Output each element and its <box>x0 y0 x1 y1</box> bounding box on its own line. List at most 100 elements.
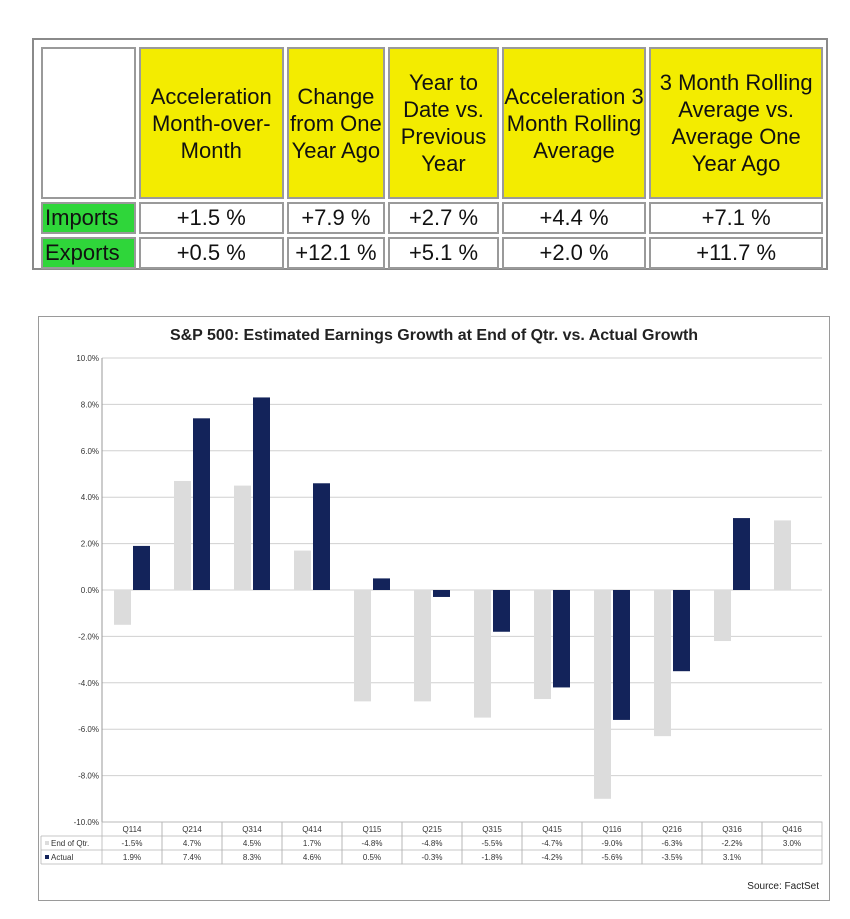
trade-table-panel: Acceleration Month-over-Month Change fro… <box>32 38 828 270</box>
y-tick-label: -2.0% <box>78 632 99 641</box>
header-corner-cell <box>41 47 136 199</box>
bar-end-of-qtr <box>714 590 731 642</box>
data-label: 1.9% <box>123 853 141 862</box>
x-tick-label: Q415 <box>542 825 562 834</box>
y-tick-label: 4.0% <box>81 493 99 502</box>
data-label: -3.5% <box>662 853 683 862</box>
table-cell: +4.4 % <box>501 202 647 234</box>
y-tick-label: 10.0% <box>76 354 99 363</box>
legend-label: End of Qtr. <box>51 839 89 848</box>
earnings-chart-panel: 10.0% 8.0% 6.0% 4.0% 2.0% 0.0% -2.0% -4.0% -6.0%… <box>38 316 830 901</box>
bar-actual <box>493 590 510 632</box>
header-accel-mom: Acceleration Month-over-Month <box>138 47 284 199</box>
x-tick-label: Q214 <box>182 825 202 834</box>
table-cell: +0.5 % <box>138 237 284 269</box>
bar-actual <box>613 590 630 720</box>
y-tick-label: -8.0% <box>78 772 99 781</box>
x-tick-label: Q314 <box>242 825 262 834</box>
row-label-imports: Imports <box>41 202 136 234</box>
data-label: -1.5% <box>122 839 143 848</box>
bar-actual <box>553 590 570 688</box>
data-label: 4.5% <box>243 839 261 848</box>
bar-end-of-qtr <box>594 590 611 799</box>
bar-end-of-qtr <box>354 590 371 702</box>
data-label: -0.3% <box>422 853 443 862</box>
data-label: -5.5% <box>482 839 503 848</box>
y-tick-label: 0.0% <box>81 586 99 595</box>
x-tick-label: Q114 <box>123 825 143 834</box>
y-tick-label: -6.0% <box>78 725 99 734</box>
y-tick-label: 8.0% <box>81 400 99 409</box>
x-tick-label: Q315 <box>482 825 502 834</box>
data-label: -2.2% <box>722 839 743 848</box>
data-label: 7.4% <box>183 853 201 862</box>
x-tick-label: Q414 <box>302 825 322 834</box>
table-row-imports: Imports +1.5 % +7.9 % +2.7 % +4.4 % +7.1… <box>41 202 823 234</box>
x-tick-label: Q316 <box>722 825 742 834</box>
y-tick-label: 6.0% <box>81 447 99 456</box>
bar-actual <box>433 590 450 597</box>
header-change-year: Change from One Year Ago <box>286 47 386 199</box>
data-label: 8.3% <box>243 853 261 862</box>
earnings-chart: 10.0% 8.0% 6.0% 4.0% 2.0% 0.0% -2.0% -4.0% -6.0%… <box>40 354 823 865</box>
bar-actual <box>133 545 150 590</box>
data-label: -4.8% <box>362 839 383 848</box>
data-label: -5.6% <box>602 853 623 862</box>
data-label: 1.7% <box>303 839 321 848</box>
data-label: 3.1% <box>723 853 741 862</box>
bar-end-of-qtr <box>414 590 431 702</box>
bar-end-of-qtr <box>234 485 251 590</box>
x-tick-label: Q116 <box>603 825 623 834</box>
table-cell: +2.7 % <box>388 202 499 234</box>
y-tick-label: -10.0% <box>74 818 99 827</box>
bar-actual <box>253 397 270 590</box>
x-tick-label: Q416 <box>782 825 802 834</box>
data-label: -4.2% <box>542 853 563 862</box>
bar-end-of-qtr <box>114 590 131 625</box>
chart-source: Source: FactSet <box>747 881 819 892</box>
data-table-cell <box>761 821 823 865</box>
x-tick-label: Q115 <box>363 825 383 834</box>
data-label: -1.8% <box>482 853 503 862</box>
legend-key-end-of-qtr <box>45 841 49 845</box>
table-cell: +7.9 % <box>286 202 386 234</box>
x-tick-label: Q215 <box>422 825 442 834</box>
bar-actual <box>373 578 390 590</box>
legend-label: Actual <box>51 853 73 862</box>
x-tick-label: Q216 <box>662 825 682 834</box>
bar-end-of-qtr <box>774 520 791 590</box>
bar-actual <box>193 418 210 590</box>
bar-end-of-qtr <box>294 550 311 590</box>
data-label: -6.3% <box>662 839 683 848</box>
table-cell: +2.0 % <box>501 237 647 269</box>
data-label: -9.0% <box>602 839 623 848</box>
header-accel-3mo: Acceleration 3 Month Rolling Average <box>501 47 647 199</box>
trade-table: Acceleration Month-over-Month Change fro… <box>38 44 826 272</box>
row-label-exports: Exports <box>41 237 136 269</box>
table-cell: +12.1 % <box>286 237 386 269</box>
table-row-exports: Exports +0.5 % +12.1 % +5.1 % +2.0 % +11… <box>41 237 823 269</box>
bar-actual <box>733 518 750 590</box>
table-cell: +11.7 % <box>649 237 823 269</box>
data-label: 4.7% <box>183 839 201 848</box>
header-ytd: Year to Date vs. Previous Year <box>388 47 499 199</box>
data-label: 3.0% <box>783 839 801 848</box>
bar-actual <box>313 483 330 590</box>
data-label: 0.5% <box>363 853 381 862</box>
bar-end-of-qtr <box>654 590 671 737</box>
table-cell: +1.5 % <box>138 202 284 234</box>
data-label: -4.7% <box>542 839 563 848</box>
table-cell: +7.1 % <box>649 202 823 234</box>
legend-key-actual <box>45 855 49 859</box>
data-label: 4.6% <box>303 853 321 862</box>
bar-end-of-qtr <box>174 480 191 590</box>
y-tick-label: -4.0% <box>78 679 99 688</box>
header-3mo-vs-year: 3 Month Rolling Average vs. Average One … <box>649 47 823 199</box>
chart-title: S&P 500: Estimated Earnings Growth at En… <box>169 327 699 344</box>
table-header-row: Acceleration Month-over-Month Change fro… <box>41 47 823 199</box>
table-cell: +5.1 % <box>388 237 499 269</box>
bar-actual <box>673 590 690 672</box>
y-tick-label: 2.0% <box>81 540 99 549</box>
bar-end-of-qtr <box>474 590 491 718</box>
data-label: -4.8% <box>422 839 443 848</box>
